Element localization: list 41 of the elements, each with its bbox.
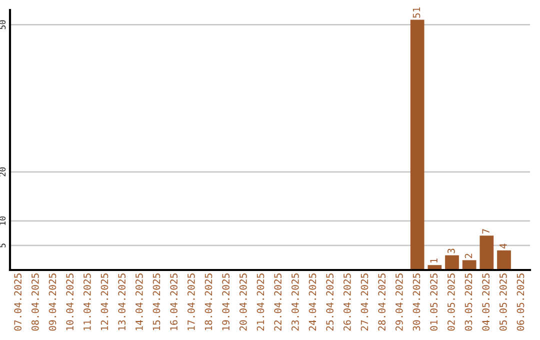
x-tick-label: 03.05.2025 [464, 274, 472, 331]
x-tick-label: 16.04.2025 [170, 274, 178, 330]
x-tick-label: 25.04.2025 [326, 274, 334, 331]
x-tick-label: 02.05.2025 [447, 274, 455, 331]
x-tick-label: 28.04.2025 [378, 274, 386, 331]
data-label: 1 [430, 258, 438, 263]
x-tick-label: 19.04.2025 [222, 274, 230, 330]
x-tick-label: 01.05.2025 [430, 274, 438, 331]
data-label: 2 [464, 254, 472, 258]
bar [497, 250, 511, 270]
x-tick-label: 08.04.2025 [31, 274, 39, 331]
bar [462, 260, 476, 270]
x-tick-label: 18.04.2025 [204, 274, 212, 330]
x-tick-label: 30.04.2025 [412, 274, 420, 331]
x-tick-label: 05.05.2025 [499, 274, 507, 331]
x-tick-label: 04.05.2025 [482, 274, 490, 331]
data-label: 4 [500, 244, 507, 249]
x-tick-label: 20.04.2025 [239, 274, 247, 331]
data-label: 51 [412, 7, 420, 18]
x-tick-label: 06.05.2025 [516, 274, 524, 331]
x-tick-label: 26.04.2025 [343, 274, 351, 331]
x-tick-label: 11.04.2025 [83, 274, 91, 330]
data-label: 3 [447, 248, 455, 254]
x-tick-label: 13.04.2025 [118, 274, 126, 330]
x-tick-label: 10.04.2025 [66, 274, 74, 330]
bar [480, 236, 494, 270]
bar [445, 255, 459, 270]
data-label: 7 [482, 229, 490, 234]
x-tick-label: 27.04.2025 [360, 274, 368, 331]
x-tick-label: 17.04.2025 [187, 274, 195, 330]
x-tick-label: 09.04.2025 [48, 274, 56, 331]
x-tick-label: 12.04.2025 [100, 274, 108, 330]
x-tick-label: 24.04.2025 [308, 274, 316, 331]
bar [410, 20, 424, 270]
x-tick-label: 21.04.2025 [256, 274, 264, 331]
x-tick-label: 07.04.2025 [14, 274, 22, 331]
x-tick-label: 23.04.2025 [291, 274, 299, 331]
x-tick-label: 22.04.2025 [274, 274, 282, 331]
x-tick-label: 14.04.2025 [135, 274, 143, 330]
x-tick-label: 29.04.2025 [395, 274, 403, 331]
x-tick-label: 15.04.2025 [152, 274, 160, 330]
